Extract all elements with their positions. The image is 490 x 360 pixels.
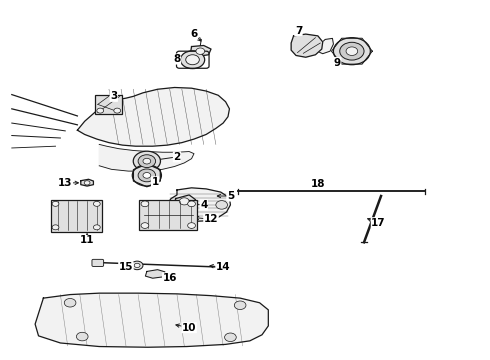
Circle shape xyxy=(143,158,151,164)
Text: 11: 11 xyxy=(80,235,95,246)
FancyBboxPatch shape xyxy=(218,264,229,271)
Text: 14: 14 xyxy=(216,262,230,272)
Circle shape xyxy=(143,172,151,178)
Circle shape xyxy=(94,201,100,206)
Circle shape xyxy=(333,38,370,65)
Circle shape xyxy=(52,225,59,230)
Circle shape xyxy=(216,201,227,209)
Circle shape xyxy=(340,42,364,60)
Text: 13: 13 xyxy=(58,178,73,188)
Circle shape xyxy=(141,223,149,228)
Circle shape xyxy=(188,201,196,207)
Text: 17: 17 xyxy=(371,218,386,228)
Polygon shape xyxy=(173,195,196,208)
Circle shape xyxy=(141,201,149,207)
Circle shape xyxy=(97,108,103,113)
Text: 12: 12 xyxy=(204,214,218,224)
Polygon shape xyxy=(77,87,229,146)
Circle shape xyxy=(234,301,246,310)
Text: 18: 18 xyxy=(311,179,325,189)
Text: 4: 4 xyxy=(200,200,207,210)
Text: 10: 10 xyxy=(182,323,196,333)
Text: 6: 6 xyxy=(190,29,197,39)
Text: 8: 8 xyxy=(173,54,181,64)
FancyBboxPatch shape xyxy=(96,95,122,114)
Polygon shape xyxy=(81,179,94,186)
FancyBboxPatch shape xyxy=(92,259,103,266)
Text: 5: 5 xyxy=(227,191,234,201)
Polygon shape xyxy=(165,188,230,222)
Text: 2: 2 xyxy=(173,152,181,162)
Circle shape xyxy=(52,201,59,206)
Text: 1: 1 xyxy=(151,177,159,187)
Polygon shape xyxy=(291,34,323,57)
Circle shape xyxy=(346,47,358,55)
FancyBboxPatch shape xyxy=(50,199,102,231)
Polygon shape xyxy=(35,293,269,347)
Circle shape xyxy=(180,51,205,69)
Polygon shape xyxy=(191,45,211,56)
Circle shape xyxy=(94,225,100,230)
Circle shape xyxy=(186,55,199,65)
Polygon shape xyxy=(146,270,165,278)
Circle shape xyxy=(134,263,140,267)
Circle shape xyxy=(188,223,196,228)
Text: 16: 16 xyxy=(163,273,177,283)
Circle shape xyxy=(224,333,236,342)
Circle shape xyxy=(138,155,156,167)
Text: 7: 7 xyxy=(295,26,302,36)
Text: 9: 9 xyxy=(334,58,341,68)
Circle shape xyxy=(84,181,90,185)
Circle shape xyxy=(76,332,88,341)
Polygon shape xyxy=(317,39,333,54)
Text: 15: 15 xyxy=(119,262,133,272)
Text: 3: 3 xyxy=(110,91,118,102)
Circle shape xyxy=(138,169,156,182)
Circle shape xyxy=(64,298,76,307)
Circle shape xyxy=(171,201,183,209)
Polygon shape xyxy=(99,144,194,171)
Circle shape xyxy=(131,261,143,270)
Circle shape xyxy=(133,151,160,171)
Circle shape xyxy=(196,48,205,54)
Circle shape xyxy=(132,165,161,186)
Circle shape xyxy=(179,198,189,205)
FancyBboxPatch shape xyxy=(139,199,197,230)
Circle shape xyxy=(114,108,121,113)
